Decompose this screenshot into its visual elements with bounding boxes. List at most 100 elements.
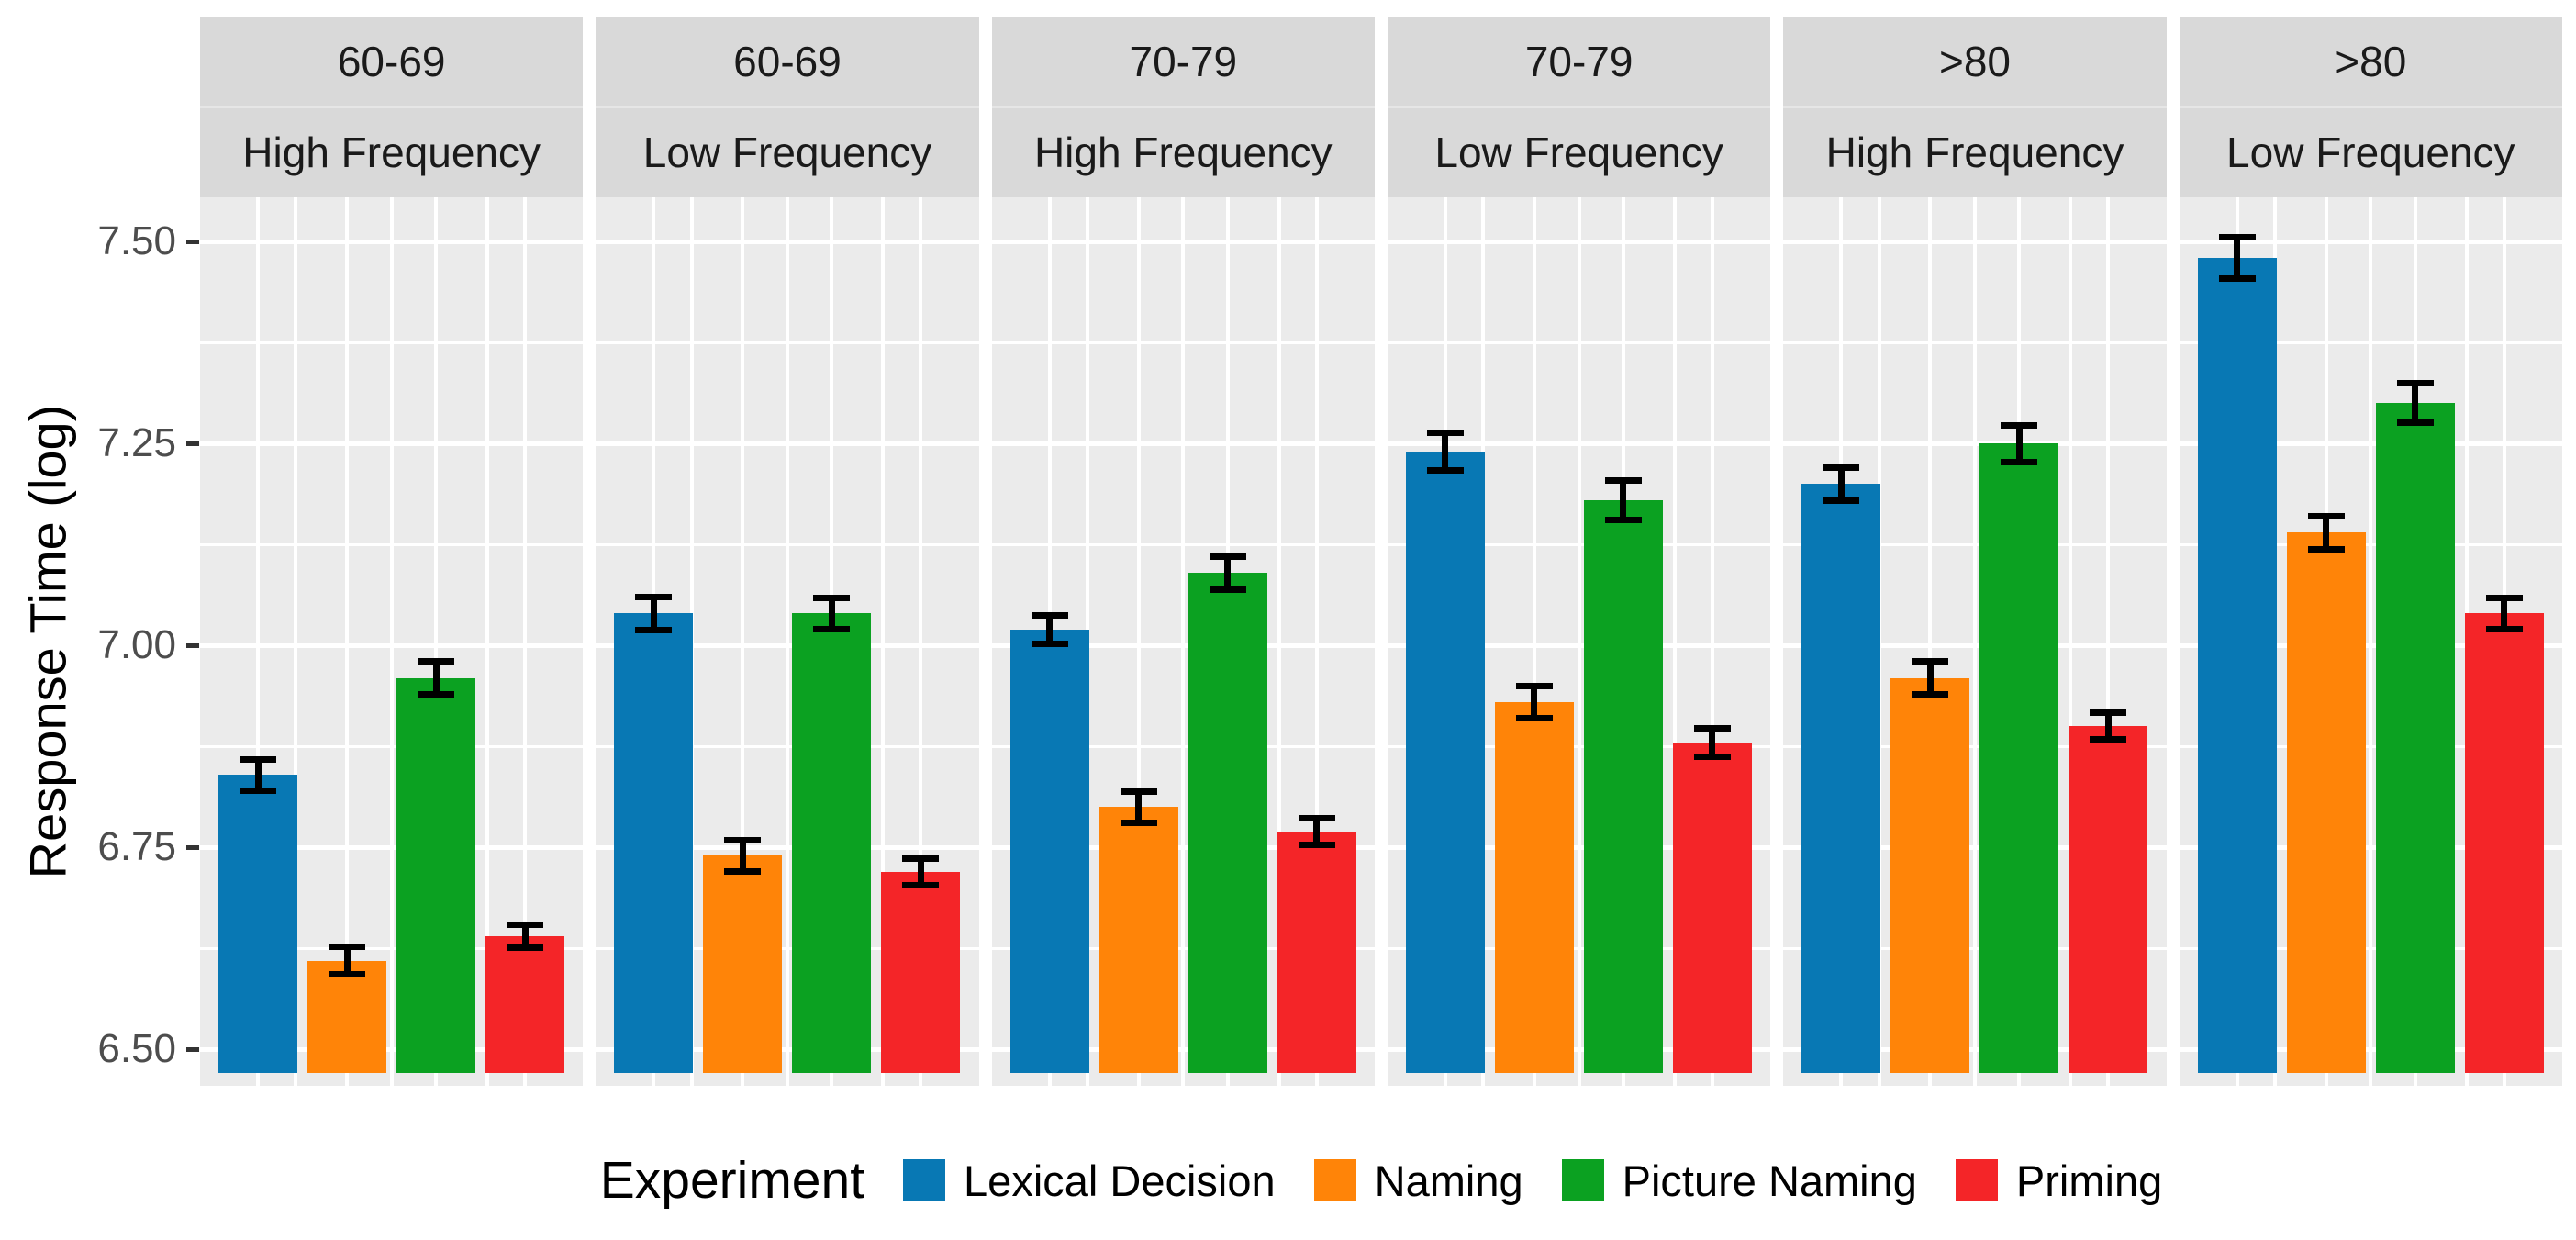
error-bar-line <box>1620 480 1627 520</box>
bar-priming <box>881 871 961 1073</box>
error-bar-cap-top <box>1912 658 1949 665</box>
y-axis: 7.50 7.25 7.00 6.75 6.50 <box>0 0 200 1240</box>
error-bar-picture-naming <box>418 658 454 698</box>
error-bar-line <box>739 839 746 872</box>
facet-70-79-high-frequency: 70-79 High Frequency <box>991 17 1375 1086</box>
error-bar-lexical-decision <box>2218 234 2256 282</box>
error-bar-line <box>432 661 440 696</box>
bar-priming <box>2464 613 2544 1073</box>
error-bar-naming <box>2307 512 2345 553</box>
error-bar-picture-naming <box>2396 380 2434 427</box>
error-bar-cap-top <box>1604 477 1642 484</box>
strip-frequency-label: Low Frequency <box>2179 106 2562 198</box>
error-bar-cap-top <box>240 755 276 763</box>
bar-lexical-decision <box>1405 452 1485 1073</box>
bar-naming <box>2286 532 2366 1073</box>
gridline-v-boundary <box>1577 197 1581 1086</box>
error-bar-priming <box>902 855 940 888</box>
error-bar-cap-bottom <box>1426 467 1464 475</box>
error-bar-cap-bottom <box>635 626 673 633</box>
legend-item-label: Picture Naming <box>1622 1156 1917 1205</box>
bar-lexical-decision <box>1009 629 1089 1073</box>
bar-lexical-decision <box>614 613 694 1073</box>
error-bar-priming <box>2485 594 2523 632</box>
error-bar-naming <box>1515 683 1553 721</box>
strip-age-label: 70-79 <box>1129 37 1238 85</box>
facet-strip: >80 Low Frequency <box>2179 17 2562 198</box>
error-bar-priming <box>2090 709 2127 743</box>
legend-item-priming: Priming <box>1955 1156 2163 1206</box>
facet-strip: 70-79 Low Frequency <box>1387 17 1771 197</box>
error-bar-line <box>343 945 351 976</box>
error-bar-naming <box>1120 788 1157 826</box>
error-bar-naming <box>724 836 762 875</box>
gridline-v-center <box>345 197 349 1086</box>
y-tick-label: 7.50 <box>97 218 176 264</box>
error-bar-line <box>1442 432 1449 472</box>
error-bar-cap-top <box>2218 234 2256 241</box>
gridline-v-center <box>2106 197 2111 1086</box>
error-bar-priming <box>507 922 543 952</box>
strip-frequency-label: Low Frequency <box>596 106 979 198</box>
error-bar-priming <box>1298 814 1335 848</box>
facet-strip: >80 High Frequency <box>1783 17 2167 197</box>
error-bar-picture-naming <box>2001 422 2038 465</box>
bar-naming <box>307 960 386 1073</box>
bar-picture-naming <box>792 613 872 1073</box>
error-bar-cap-bottom <box>1031 640 1068 647</box>
gridline-v-boundary <box>1277 197 1281 1086</box>
gridline-v-center <box>1532 197 1536 1086</box>
error-bar-cap-top <box>1823 464 1860 471</box>
facet-80-high-frequency: >80 High Frequency <box>1783 17 2167 1086</box>
facet-80-low-frequency: >80 Low Frequency <box>2179 17 2562 1086</box>
legend-item-label: Priming <box>2015 1156 2163 1205</box>
y-tick-mark <box>186 1047 199 1053</box>
strip-age-label: >80 <box>1938 37 2011 85</box>
facet-strip: 60-69 High Frequency <box>200 17 584 197</box>
gridline-v-boundary <box>2069 197 2073 1086</box>
error-bar-cap-top <box>902 855 940 862</box>
legend-item-label: Lexical Decision <box>964 1156 1276 1205</box>
gridline-v-boundary <box>881 197 886 1086</box>
error-bar-cap-bottom <box>2396 419 2434 427</box>
panel-3 <box>991 197 1375 1086</box>
facet-panels: 60-69 High Frequency 60-69 Low Frequency 70-… <box>200 17 2562 1086</box>
error-bar-line <box>1224 555 1232 590</box>
error-bar-naming <box>329 943 365 978</box>
gridline-v-boundary <box>389 197 394 1086</box>
gridline-v-center <box>1710 197 1714 1086</box>
gridline-v-boundary <box>1181 197 1186 1086</box>
error-bar-cap-top <box>635 593 673 600</box>
error-bar-cap-bottom <box>240 787 276 794</box>
panel-5 <box>1783 197 2167 1086</box>
error-bar-naming <box>1912 658 1949 698</box>
error-bar-line <box>2234 237 2241 279</box>
error-bar-line <box>254 758 262 791</box>
error-bar-picture-naming <box>813 594 851 632</box>
legend-swatch-picture-naming <box>1561 1159 1604 1201</box>
gridline-v-boundary <box>1672 197 1677 1086</box>
facet-strip: 60-69 Low Frequency <box>596 17 979 198</box>
panel-2 <box>596 197 979 1086</box>
bar-priming <box>2069 726 2148 1073</box>
y-tick-label: 6.75 <box>97 824 176 870</box>
error-bar-cap-top <box>1031 611 1068 619</box>
error-bar-cap-bottom <box>2485 625 2523 632</box>
y-tick-mark <box>186 441 199 447</box>
error-bar-picture-naming <box>1209 553 1246 593</box>
legend-swatch-naming <box>1313 1159 1356 1201</box>
bar-lexical-decision <box>2197 258 2277 1073</box>
error-bar-cap-bottom <box>1209 586 1246 593</box>
y-tick-mark <box>186 643 199 649</box>
strip-age-label: 60-69 <box>733 37 842 85</box>
error-bar-picture-naming <box>1604 477 1642 523</box>
bar-priming <box>1672 743 1752 1073</box>
error-bar-cap-bottom <box>724 867 762 875</box>
bar-picture-naming <box>2375 403 2455 1073</box>
error-bar-cap-top <box>418 658 454 665</box>
error-bar-cap-bottom <box>2218 274 2256 282</box>
bar-lexical-decision <box>218 775 297 1073</box>
panel-6 <box>2179 197 2562 1086</box>
error-bar-line <box>1837 466 1845 501</box>
error-bar-cap-top <box>2485 594 2523 601</box>
